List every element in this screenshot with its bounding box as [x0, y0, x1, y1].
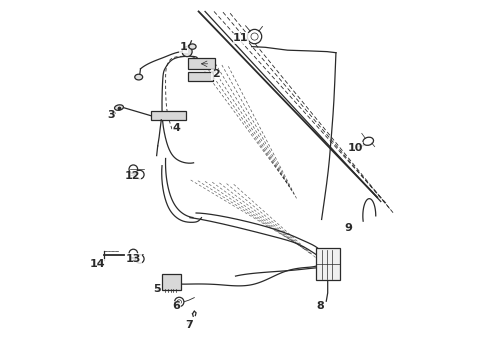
Text: 1: 1	[179, 42, 187, 52]
Text: 14: 14	[89, 259, 105, 269]
Text: 7: 7	[184, 320, 192, 330]
Text: 10: 10	[346, 143, 362, 153]
Text: 5: 5	[153, 284, 160, 294]
FancyBboxPatch shape	[162, 274, 181, 290]
Text: 4: 4	[172, 123, 180, 133]
Circle shape	[182, 46, 192, 57]
Circle shape	[174, 297, 183, 307]
Text: 9: 9	[344, 224, 352, 233]
Ellipse shape	[114, 105, 123, 110]
Text: 13: 13	[125, 254, 141, 264]
FancyBboxPatch shape	[188, 72, 212, 81]
Text: 11: 11	[233, 33, 248, 43]
FancyBboxPatch shape	[316, 248, 339, 280]
Ellipse shape	[135, 74, 142, 80]
Text: 12: 12	[124, 171, 140, 181]
FancyBboxPatch shape	[188, 58, 215, 69]
FancyBboxPatch shape	[150, 111, 185, 121]
Circle shape	[247, 30, 261, 44]
Ellipse shape	[188, 44, 196, 49]
Text: 8: 8	[315, 301, 323, 311]
Text: 3: 3	[107, 111, 115, 121]
Text: 6: 6	[172, 301, 180, 311]
Text: 2: 2	[211, 69, 219, 79]
